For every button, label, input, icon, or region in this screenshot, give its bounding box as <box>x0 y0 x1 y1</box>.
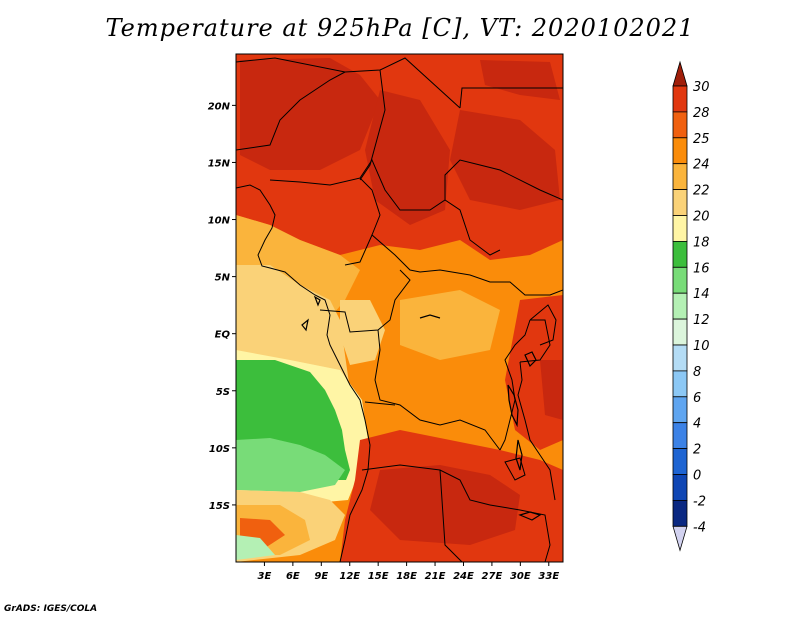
lon-tick-label: 27E <box>482 571 503 582</box>
lat-tick-label: 20N <box>208 101 231 112</box>
colorbar-box <box>672 111 688 139</box>
colorbar-label: 25 <box>693 132 710 147</box>
temperature-field <box>236 54 563 562</box>
colorbar-box <box>672 189 688 216</box>
longitude-ticks: 3E 6E 9E 12E 15E 18E 21E 24E 27E 30E 33E <box>258 562 559 582</box>
lon-tick-label: 9E <box>314 571 328 582</box>
colorbar-box <box>672 474 688 501</box>
lon-tick-label: 21E <box>425 571 446 582</box>
colorbar-label: 20 <box>693 210 710 225</box>
lon-tick-label: 12E <box>339 571 360 582</box>
colorbar-top-arrow <box>672 60 688 87</box>
colorbar-label: 8 <box>693 365 701 380</box>
grads-credit: GrADS: IGES/COLA <box>4 604 98 614</box>
latitude-ticks: 20N 15N 10N 5N EQ 5S 10S 15S <box>208 101 236 512</box>
lon-tick-label: 6E <box>286 571 300 582</box>
colorbar-box <box>672 215 688 242</box>
lon-tick-label: 33E <box>538 571 559 582</box>
colorbar-label: 0 <box>693 469 701 484</box>
lat-tick-label: 15N <box>208 158 231 169</box>
lakes <box>301 295 542 521</box>
colorbar-label: 24 <box>693 158 710 173</box>
map-title: Temperature at 925hPa [C], VT: 202010202… <box>105 14 695 42</box>
colorbar-box <box>672 370 688 398</box>
colorbar-box <box>672 318 688 346</box>
lat-tick-label: 10N <box>208 216 231 227</box>
colorbar-boxes <box>672 60 688 552</box>
colorbar-label: 22 <box>693 184 710 199</box>
colorbar-label: 12 <box>693 313 710 328</box>
colorbar-box <box>672 422 688 450</box>
lon-tick-label: 30E <box>510 571 531 582</box>
lat-tick-label: 15S <box>209 501 230 512</box>
lon-tick-label: 15E <box>368 571 389 582</box>
colorbar-box <box>672 85 688 113</box>
colorbar-box <box>672 499 688 527</box>
colorbar-label: 16 <box>693 261 710 276</box>
colorbar-label: 6 <box>693 391 701 406</box>
colorbar-box <box>672 163 688 190</box>
colorbar-box <box>672 292 688 320</box>
country-borders <box>236 57 563 562</box>
lat-tick-label: 5N <box>215 273 231 284</box>
colorbar-label: 28 <box>693 106 710 121</box>
colorbar-label: -2 <box>693 494 706 509</box>
colorbar-box <box>672 396 688 424</box>
colorbar-label: -4 <box>693 520 706 535</box>
colorbar-label: 4 <box>693 417 701 432</box>
colorbar-box <box>672 266 688 294</box>
colorbar-label: 14 <box>693 287 710 302</box>
colorbar-box <box>672 344 688 372</box>
map-frame <box>235 53 564 563</box>
colorbar-box <box>672 137 688 165</box>
lon-tick-label: 18E <box>396 571 417 582</box>
lon-tick-label: 3E <box>258 571 272 582</box>
colorbar-box <box>672 448 688 475</box>
colorbar-label: 10 <box>693 339 710 354</box>
colorbar-label: 30 <box>693 80 710 95</box>
colorbar-label: 18 <box>693 235 710 250</box>
lat-tick-label: 10S <box>209 444 230 455</box>
colorbar-box <box>672 240 688 268</box>
lat-tick-label: 5S <box>216 387 230 398</box>
colorbar-bottom-arrow <box>672 525 688 552</box>
lon-tick-label: 24E <box>453 571 474 582</box>
lat-tick-label: EQ <box>215 330 231 341</box>
colorbar-label: 2 <box>693 443 701 458</box>
